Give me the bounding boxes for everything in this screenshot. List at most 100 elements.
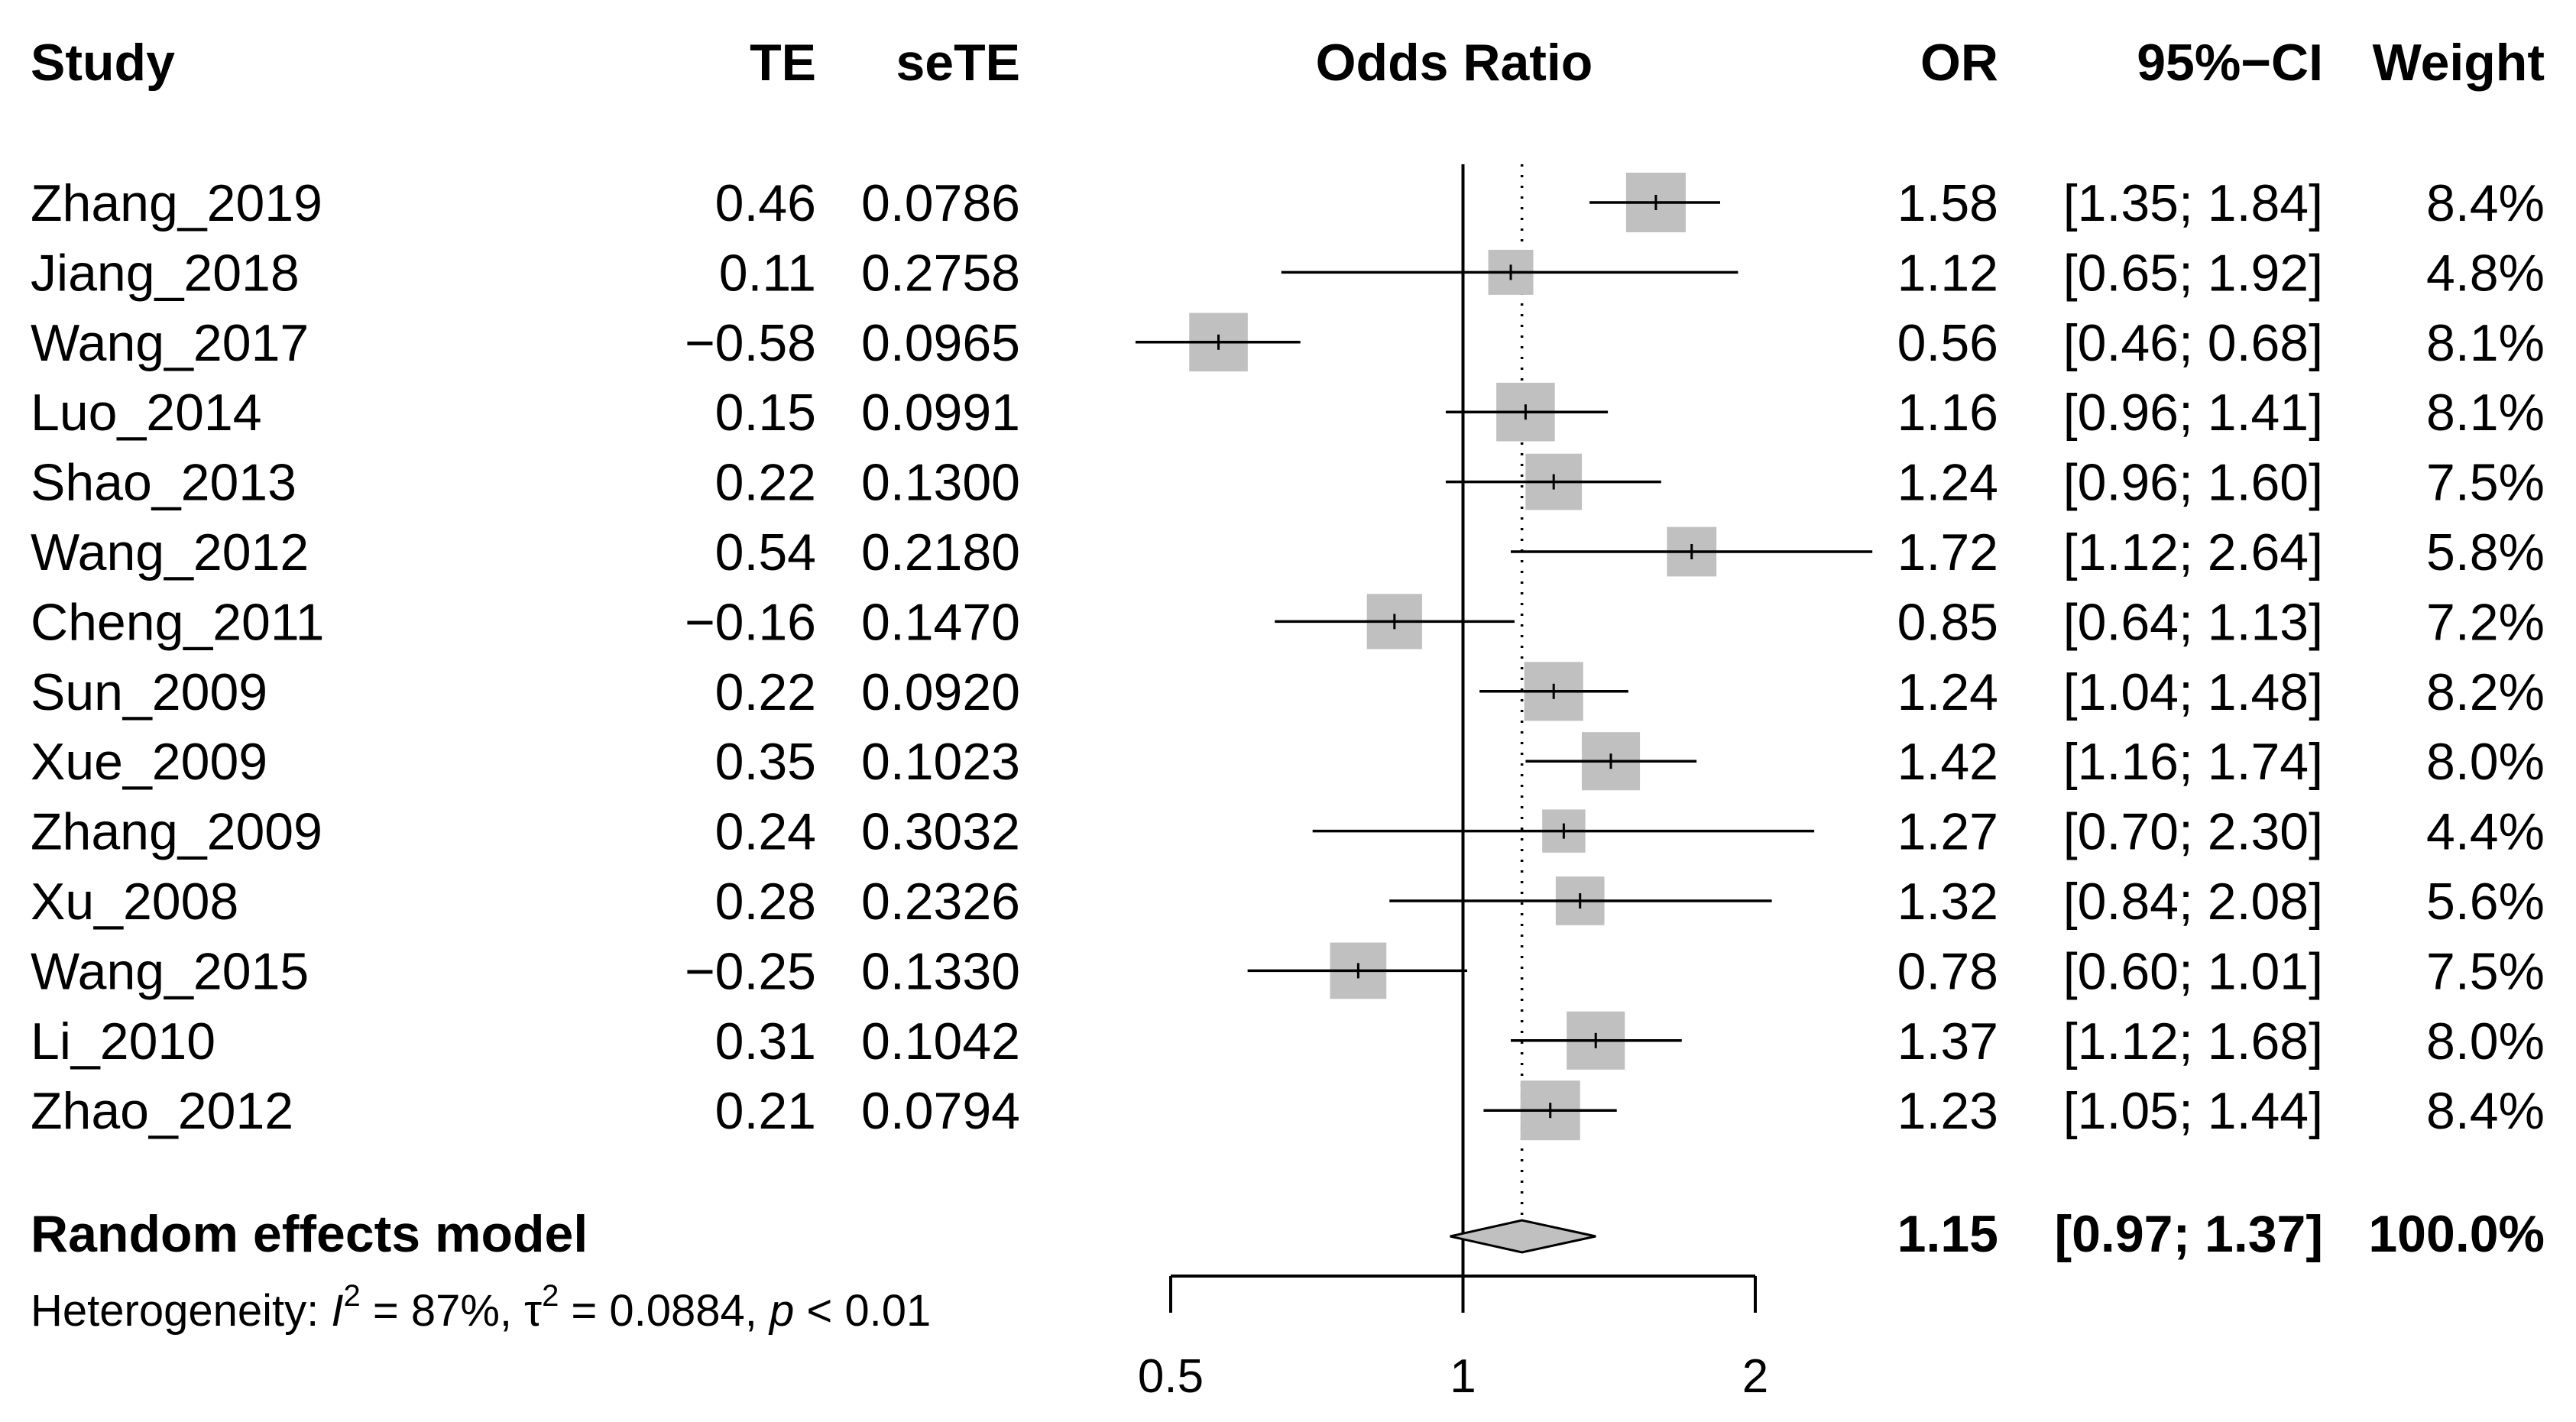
header-odds-ratio: Odds Ratio (1316, 34, 1593, 92)
x-axis-tick-label: 0.5 (1138, 1350, 1204, 1403)
study-name: Wang_2017 (31, 314, 309, 372)
study-weight: 4.4% (2426, 803, 2545, 861)
study-ci: [0.96; 1.41] (2063, 384, 2323, 442)
study-or: 1.12 (1897, 244, 1998, 302)
header-ci: 95%−CI (2137, 34, 2323, 92)
het-i-symbol: I (331, 1286, 343, 1336)
study-or: 1.58 (1897, 174, 1998, 232)
study-ci: [1.16; 1.74] (2063, 733, 2323, 791)
study-sete: 0.1023 (861, 733, 1020, 791)
x-axis: 0.5 1 2 (1138, 1275, 1768, 1403)
study-name: Wang_2012 (31, 523, 309, 581)
summary-weight: 100.0% (2368, 1205, 2545, 1263)
study-te: 0.11 (719, 244, 816, 302)
het-tau-value: = 0.0884, (559, 1286, 770, 1336)
header-or: OR (1920, 34, 1998, 92)
study-ci: [0.96; 1.60] (2063, 454, 2323, 512)
study-row: Jiang_2018 0.11 0.2758 1.12 [0.65; 1.92] 4.8% (31, 244, 2545, 302)
study-row: Cheng_2011 −0.16 0.1470 0.85 [0.64; 1.13] 7.2… (31, 593, 2545, 651)
study-te: −0.16 (685, 593, 816, 651)
study-weight: 8.1% (2426, 384, 2545, 442)
study-row: Xu_2008 0.28 0.2326 1.32 [0.84; 2.08] 5.6% (31, 873, 2545, 931)
study-row: Wang_2015 −0.25 0.1330 0.78 [0.60; 1.01] 7.5% (31, 942, 2545, 1000)
heterogeneity-statistics: Heterogeneity: I2 = 87%, τ2 = 0.0884, p … (31, 1279, 931, 1336)
het-tau-superscript: 2 (542, 1279, 559, 1313)
study-name: Zhao_2012 (31, 1082, 293, 1140)
het-p-symbol: p (768, 1286, 794, 1336)
study-te: 0.21 (715, 1082, 816, 1140)
study-row: Wang_2012 0.54 0.2180 1.72 [1.12; 2.64] 5.8% (31, 523, 2545, 581)
study-sete: 0.0920 (861, 663, 1020, 721)
het-i-value: = 87%, (361, 1286, 524, 1336)
het-i-superscript: 2 (343, 1279, 360, 1313)
x-axis-tick-label: 1 (1450, 1350, 1476, 1403)
study-weight: 8.4% (2426, 1082, 2545, 1140)
study-or: 0.56 (1897, 314, 1998, 372)
header-weight: Weight (2373, 34, 2545, 92)
study-row: Zhao_2012 0.21 0.0794 1.23 [1.05; 1.44] 8.4% (31, 1080, 2545, 1141)
study-te: 0.24 (715, 803, 816, 861)
study-te: 0.31 (715, 1012, 816, 1071)
study-name: Li_2010 (31, 1012, 215, 1071)
summary-or: 1.15 (1897, 1205, 1998, 1263)
study-te: −0.58 (685, 314, 816, 372)
study-sete: 0.2180 (861, 523, 1020, 581)
study-te: 0.22 (715, 454, 816, 512)
summary-diamond (1450, 1219, 1596, 1254)
study-or: 1.32 (1897, 873, 1998, 931)
study-row: Shao_2013 0.22 0.1300 1.24 [0.96; 1.60] 7.5% (31, 454, 2545, 512)
study-sete: 0.2758 (861, 244, 1020, 302)
study-te: 0.35 (715, 733, 816, 791)
het-tau-symbol: τ (524, 1286, 542, 1336)
study-weight: 8.0% (2426, 1012, 2545, 1071)
study-weight: 5.8% (2426, 523, 2545, 581)
study-sete: 0.1042 (861, 1012, 1020, 1071)
study-te: 0.46 (715, 174, 816, 232)
study-name: Sun_2009 (31, 663, 267, 721)
study-sete: 0.0991 (861, 384, 1020, 442)
header-sete: seTE (896, 34, 1020, 92)
study-sete: 0.2326 (861, 873, 1020, 931)
study-weight: 5.6% (2426, 873, 2545, 931)
study-row: Zhang_2009 0.24 0.3032 1.27 [0.70; 2.30] 4.4% (31, 803, 2545, 861)
study-name: Luo_2014 (31, 384, 262, 442)
study-sete: 0.0786 (861, 174, 1020, 232)
study-name: Shao_2013 (31, 454, 296, 512)
study-name: Wang_2015 (31, 942, 309, 1000)
study-weight: 7.5% (2426, 454, 2545, 512)
header-study: Study (31, 34, 175, 92)
study-weight: 8.1% (2426, 314, 2545, 372)
header-te: TE (750, 34, 816, 92)
study-row: Sun_2009 0.22 0.0920 1.24 [1.04; 1.48] 8.2% (31, 662, 2545, 721)
study-sete: 0.3032 (861, 803, 1020, 861)
study-or: 1.24 (1897, 663, 1998, 721)
study-name: Zhang_2019 (31, 174, 322, 232)
study-or: 1.27 (1897, 803, 1998, 861)
study-or: 0.78 (1897, 942, 1998, 1000)
study-ci: [1.04; 1.48] (2063, 663, 2323, 721)
study-or: 1.37 (1897, 1012, 1998, 1071)
study-ci: [0.60; 1.01] (2063, 942, 2323, 1000)
study-weight: 8.2% (2426, 663, 2545, 721)
study-row: Li_2010 0.31 0.1042 1.37 [1.12; 1.68] 8.0% (31, 1011, 2545, 1071)
study-or: 1.16 (1897, 384, 1998, 442)
study-ci: [1.12; 2.64] (2063, 523, 2323, 581)
study-sete: 0.0965 (861, 314, 1020, 372)
study-name: Zhang_2009 (31, 803, 322, 861)
het-prefix: Heterogeneity: (31, 1286, 331, 1336)
study-ci: [1.05; 1.44] (2063, 1082, 2323, 1140)
study-name: Jiang_2018 (31, 244, 300, 302)
study-weight: 7.2% (2426, 593, 2545, 651)
study-row: Zhang_2019 0.46 0.0786 1.58 [1.35; 1.84] 8.4% (31, 173, 2545, 232)
study-sete: 0.0794 (861, 1082, 1020, 1140)
study-ci: [0.65; 1.92] (2063, 244, 2323, 302)
study-te: 0.54 (715, 523, 816, 581)
study-ci: [0.84; 2.08] (2063, 873, 2323, 931)
study-rows: Zhang_2019 0.46 0.0786 1.58 [1.35; 1.84] 8.4%… (31, 173, 2545, 1141)
study-ci: [1.35; 1.84] (2063, 174, 2323, 232)
study-or: 1.23 (1897, 1082, 1998, 1140)
x-axis-tick-label: 2 (1742, 1350, 1768, 1403)
study-ci: [0.64; 1.13] (2063, 593, 2323, 651)
study-ci: [0.46; 0.68] (2063, 314, 2323, 372)
study-te: 0.15 (715, 384, 816, 442)
